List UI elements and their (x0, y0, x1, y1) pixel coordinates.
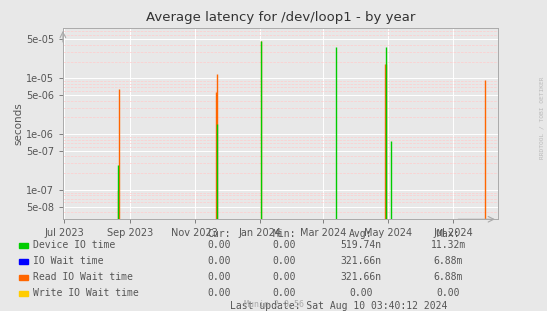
Text: RRDTOOL / TOBI OETIKER: RRDTOOL / TOBI OETIKER (539, 77, 544, 160)
Text: 0.00: 0.00 (273, 272, 296, 282)
Text: Read IO Wait time: Read IO Wait time (33, 272, 133, 282)
Text: 321.66n: 321.66n (340, 272, 382, 282)
Text: 6.88m: 6.88m (434, 256, 463, 266)
Text: Munin 2.0.56: Munin 2.0.56 (243, 300, 304, 309)
Title: Average latency for /dev/loop1 - by year: Average latency for /dev/loop1 - by year (146, 11, 415, 24)
Text: Cur:: Cur: (207, 229, 230, 239)
Text: 0.00: 0.00 (273, 240, 296, 250)
Text: 0.00: 0.00 (273, 256, 296, 266)
Text: 6.88m: 6.88m (434, 272, 463, 282)
Text: 0.00: 0.00 (437, 288, 460, 298)
Text: 0.00: 0.00 (273, 288, 296, 298)
Text: Write IO Wait time: Write IO Wait time (33, 288, 138, 298)
Text: 0.00: 0.00 (207, 272, 230, 282)
Y-axis label: seconds: seconds (13, 102, 23, 145)
Text: 0.00: 0.00 (207, 240, 230, 250)
Text: 321.66n: 321.66n (340, 256, 382, 266)
Text: 11.32m: 11.32m (431, 240, 466, 250)
Text: Last update: Sat Aug 10 03:40:12 2024: Last update: Sat Aug 10 03:40:12 2024 (230, 301, 448, 311)
Text: 0.00: 0.00 (350, 288, 373, 298)
Text: 0.00: 0.00 (207, 256, 230, 266)
Text: Max:: Max: (437, 229, 460, 239)
Text: 0.00: 0.00 (207, 288, 230, 298)
Text: Min:: Min: (273, 229, 296, 239)
Text: IO Wait time: IO Wait time (33, 256, 103, 266)
Text: Avg:: Avg: (350, 229, 373, 239)
Text: 519.74n: 519.74n (340, 240, 382, 250)
Text: Device IO time: Device IO time (33, 240, 115, 250)
